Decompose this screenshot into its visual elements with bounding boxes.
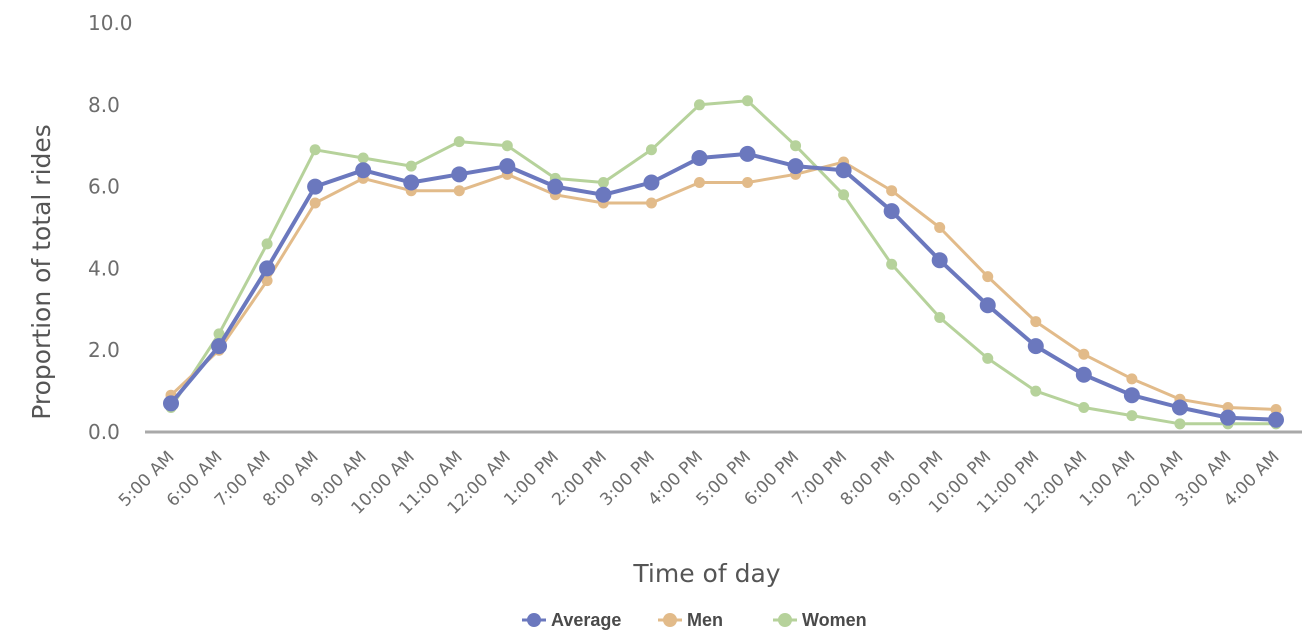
data-point-average xyxy=(1171,399,1188,416)
data-point-men xyxy=(693,177,705,189)
series-layer xyxy=(163,95,1284,430)
y-tick-label: 2.0 xyxy=(88,338,120,362)
legend-marker xyxy=(663,613,677,627)
series-men xyxy=(165,156,1282,416)
data-point-average xyxy=(595,186,612,203)
data-point-men xyxy=(645,197,657,209)
data-point-women xyxy=(309,144,321,156)
data-point-women xyxy=(1030,385,1042,397)
legend-item-men: Men xyxy=(658,610,723,630)
legend-item-women: Women xyxy=(773,610,867,630)
series-average xyxy=(163,145,1284,428)
data-point-average xyxy=(787,158,804,175)
legend-label: Men xyxy=(687,610,723,630)
y-tick-label: 6.0 xyxy=(88,175,120,199)
data-point-average xyxy=(403,174,420,191)
data-point-women xyxy=(742,95,754,107)
x-axis-title: Time of day xyxy=(632,559,780,588)
data-point-men xyxy=(1126,373,1138,385)
data-point-women xyxy=(886,258,898,270)
series-line-men xyxy=(169,160,1277,411)
data-point-average xyxy=(163,395,179,412)
data-point-average xyxy=(931,252,948,269)
legend-item-average: Average xyxy=(522,610,621,630)
data-point-men xyxy=(453,185,465,197)
data-point-women xyxy=(1174,418,1186,430)
y-axis-title: Proportion of total rides xyxy=(27,124,56,420)
data-point-average xyxy=(1123,387,1140,404)
series-line-women xyxy=(169,99,1276,426)
data-point-women xyxy=(1078,401,1090,413)
data-point-men xyxy=(1030,316,1042,328)
data-point-average xyxy=(355,162,372,179)
y-tick-label: 8.0 xyxy=(88,93,120,117)
y-tick-label: 0.0 xyxy=(88,420,120,444)
data-point-average xyxy=(259,260,276,277)
data-point-average xyxy=(499,158,516,175)
data-point-women xyxy=(934,311,946,323)
legend-label: Average xyxy=(551,610,621,630)
data-point-average xyxy=(307,178,324,195)
y-tick-label: 4.0 xyxy=(88,256,120,280)
data-point-men xyxy=(886,185,898,197)
data-point-average xyxy=(643,174,660,191)
data-point-women xyxy=(597,177,609,189)
legend-marker xyxy=(778,613,792,627)
y-axis-ticks: 0.0 2.0 4.0 6.0 8.0 10.0 xyxy=(88,11,133,444)
data-point-average xyxy=(451,166,468,183)
data-point-average xyxy=(211,338,228,355)
data-point-average xyxy=(979,297,996,314)
x-axis-ticks: 5:00 AM6:00 AM7:00 AM8:00 AM9:00 AM10:00… xyxy=(115,447,1284,518)
data-point-average xyxy=(739,145,756,162)
data-point-women xyxy=(501,140,513,152)
data-point-average xyxy=(835,162,852,179)
data-point-men xyxy=(982,271,994,283)
series-women xyxy=(165,95,1282,430)
data-point-women xyxy=(693,99,705,111)
data-point-women xyxy=(982,352,994,364)
data-point-women xyxy=(453,136,465,148)
data-point-women xyxy=(838,189,850,201)
data-point-men xyxy=(1078,348,1090,360)
data-point-women xyxy=(261,238,273,250)
data-point-men xyxy=(934,222,946,233)
data-point-women xyxy=(1126,410,1138,422)
data-point-men xyxy=(309,197,321,209)
data-point-women xyxy=(405,160,417,172)
legend: Average Men Women xyxy=(522,610,867,630)
legend-marker xyxy=(527,613,541,627)
data-point-average xyxy=(691,149,708,166)
data-point-average xyxy=(1219,409,1236,426)
data-point-women xyxy=(357,152,369,164)
data-point-average xyxy=(547,178,564,195)
data-point-women xyxy=(790,140,802,152)
data-point-men xyxy=(261,275,273,287)
data-point-women xyxy=(645,144,657,156)
data-point-women xyxy=(213,328,225,340)
data-point-average xyxy=(1075,366,1092,383)
data-point-average xyxy=(1027,338,1044,355)
data-point-average xyxy=(1268,411,1284,428)
y-tick-label: 10.0 xyxy=(88,11,133,35)
data-point-men xyxy=(742,177,754,189)
series-line-average xyxy=(169,151,1277,422)
data-point-average xyxy=(883,203,900,220)
legend-label: Women xyxy=(802,610,867,630)
